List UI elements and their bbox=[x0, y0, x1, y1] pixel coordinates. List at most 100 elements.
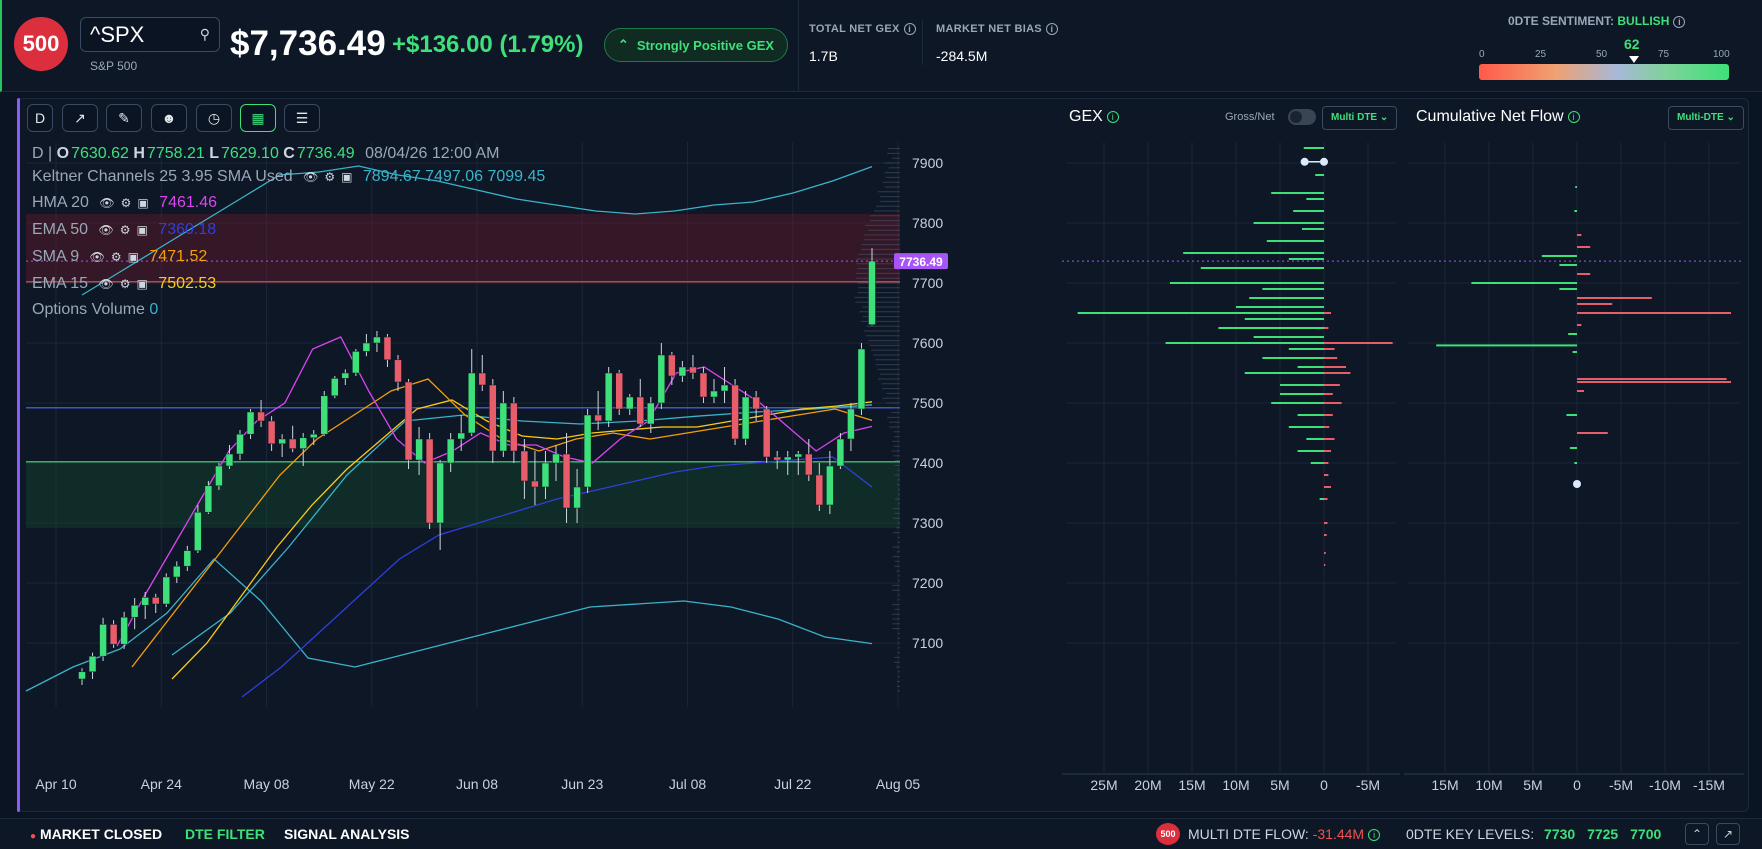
candle-body bbox=[816, 475, 823, 505]
trash-icon[interactable]: ▣ bbox=[137, 223, 148, 237]
gear-icon[interactable]: ⚙ bbox=[111, 250, 122, 264]
gear-icon[interactable]: ⚙ bbox=[120, 223, 131, 237]
trash-icon[interactable]: ▣ bbox=[341, 170, 352, 184]
candle-body bbox=[173, 566, 180, 577]
flow-dte-dropdown[interactable]: Multi-DTE ⌄ bbox=[1668, 106, 1744, 130]
x-tick-label: 0 bbox=[1320, 777, 1328, 793]
ai-bot-icon[interactable]: ☻ bbox=[151, 104, 187, 132]
eye-icon[interactable]: 👁 bbox=[90, 250, 105, 264]
positive-bar bbox=[1315, 174, 1324, 176]
divider bbox=[798, 0, 799, 92]
negative-bar bbox=[1577, 432, 1608, 434]
y-tick-label: 7200 bbox=[912, 575, 943, 591]
positive-bar bbox=[1574, 462, 1577, 464]
x-tick-label: Apr 10 bbox=[35, 776, 76, 792]
trash-icon[interactable]: ▣ bbox=[137, 277, 148, 291]
price-chart[interactable]: 7900 7800 7700 7600 7500 7400 7300 7200 7100 Apr … bbox=[22, 142, 1060, 807]
ema15-legend: EMA 15 👁 ⚙ ▣ 7502.53 bbox=[32, 275, 216, 293]
candle-body bbox=[742, 397, 749, 439]
info-icon[interactable]: i bbox=[1673, 16, 1685, 28]
spx-logo[interactable]: 500 bbox=[14, 17, 68, 71]
x-tick-label: May 08 bbox=[244, 776, 290, 792]
info-icon[interactable]: i bbox=[1107, 111, 1119, 123]
candle-body bbox=[668, 355, 675, 376]
price-change: +$136.00 (1.79%) bbox=[392, 31, 583, 59]
settings-sliders-icon[interactable]: ☰ bbox=[284, 104, 320, 132]
gex-chart[interactable]: 25M 20M 15M 10M 5M 0 -5M bbox=[1062, 142, 1400, 807]
info-icon[interactable]: i bbox=[1046, 23, 1058, 35]
gear-icon[interactable]: ⚙ bbox=[121, 196, 132, 210]
positive-bar bbox=[1289, 258, 1324, 260]
flow-chart[interactable]: 15M 10M 5M 0 -5M -10M -15M bbox=[1404, 142, 1744, 807]
external-link-icon[interactable]: ↗ bbox=[1716, 823, 1740, 845]
y-tick-label: 7600 bbox=[912, 335, 943, 351]
key-level-1: 7730 bbox=[1544, 826, 1575, 842]
trash-icon[interactable]: ▣ bbox=[137, 196, 148, 210]
y-tick-label: 7800 bbox=[912, 215, 943, 231]
candle-body bbox=[721, 385, 728, 391]
candle-body bbox=[289, 439, 296, 449]
gross-net-toggle[interactable] bbox=[1288, 109, 1316, 125]
candle-body bbox=[279, 439, 286, 444]
info-icon[interactable]: i bbox=[904, 23, 916, 35]
ema15-value: 7502.53 bbox=[158, 275, 216, 292]
keltner-lower-line bbox=[26, 559, 872, 691]
candle-date: 08/04/26 12:00 AM bbox=[365, 145, 499, 162]
candle-body bbox=[437, 463, 444, 523]
gex-dte-dropdown[interactable]: Multi DTE ⌄ bbox=[1322, 106, 1397, 130]
eye-icon[interactable]: 👁 bbox=[99, 196, 114, 210]
positive-bar bbox=[1166, 342, 1324, 344]
positive-bar bbox=[1201, 267, 1324, 269]
candle-body bbox=[542, 463, 549, 487]
signal-analysis-button[interactable]: SIGNAL ANALYSIS bbox=[284, 826, 410, 842]
negative-bar bbox=[1324, 312, 1331, 314]
positive-bar bbox=[1245, 372, 1324, 374]
trash-icon[interactable]: ▣ bbox=[128, 250, 139, 264]
negative-bar bbox=[1324, 384, 1340, 386]
candle-body bbox=[194, 512, 201, 550]
gear-icon[interactable]: ⚙ bbox=[120, 277, 131, 291]
interval-button[interactable]: D bbox=[27, 104, 53, 132]
history-icon[interactable]: ◷ bbox=[196, 104, 232, 132]
negative-bar bbox=[1577, 324, 1581, 326]
total-net-gex-value: 1.7B bbox=[809, 48, 838, 64]
candle-body bbox=[300, 438, 307, 449]
negative-bar bbox=[1324, 486, 1331, 488]
ticker-value: ^SPX bbox=[90, 22, 144, 47]
positive-bar bbox=[1289, 426, 1324, 428]
candle-body bbox=[795, 454, 802, 457]
candle-body bbox=[384, 337, 391, 360]
candle-body bbox=[574, 487, 581, 508]
candle-body bbox=[679, 367, 686, 376]
positive-bar bbox=[1262, 288, 1324, 290]
x-tick-label: -5M bbox=[1609, 777, 1633, 793]
search-icon[interactable]: ⚲ bbox=[200, 18, 210, 51]
candle-body bbox=[595, 415, 602, 421]
x-tick-label: Aug 05 bbox=[876, 776, 921, 792]
candle-body bbox=[458, 433, 465, 439]
gex-status-badge[interactable]: ⌃ Strongly Positive GEX bbox=[604, 28, 788, 62]
gear-icon[interactable]: ⚙ bbox=[324, 170, 335, 184]
eye-icon[interactable]: 👁 bbox=[99, 223, 114, 237]
dte-filter-button[interactable]: DTE FILTER bbox=[185, 826, 265, 842]
drawing-tools-icon[interactable]: ✎ bbox=[106, 104, 142, 132]
indicators-icon[interactable]: ↗ bbox=[62, 104, 98, 132]
candle-body bbox=[363, 343, 370, 351]
candle-body bbox=[847, 409, 854, 439]
positive-bar bbox=[1559, 288, 1577, 290]
eye-icon[interactable]: 👁 bbox=[99, 277, 114, 291]
sentiment-value: BULLISH bbox=[1617, 14, 1669, 28]
positive-bar bbox=[1271, 402, 1324, 404]
x-tick-label: -10M bbox=[1649, 777, 1681, 793]
info-icon[interactable]: i bbox=[1568, 111, 1580, 123]
ticker-search-input[interactable]: ^SPX ⚲ bbox=[80, 17, 220, 52]
collapse-up-icon[interactable]: ⌃ bbox=[1685, 823, 1709, 845]
calendar-icon[interactable]: ▦ bbox=[240, 104, 276, 132]
eye-icon[interactable]: 👁 bbox=[303, 170, 318, 184]
negative-bar bbox=[1324, 393, 1333, 395]
candle-body bbox=[479, 373, 486, 385]
candle-body bbox=[616, 373, 623, 409]
negative-bar bbox=[1324, 462, 1328, 464]
multi-dte-flow: MULTI DTE FLOW: -31.44M i bbox=[1188, 826, 1380, 842]
info-icon[interactable]: i bbox=[1368, 829, 1380, 841]
